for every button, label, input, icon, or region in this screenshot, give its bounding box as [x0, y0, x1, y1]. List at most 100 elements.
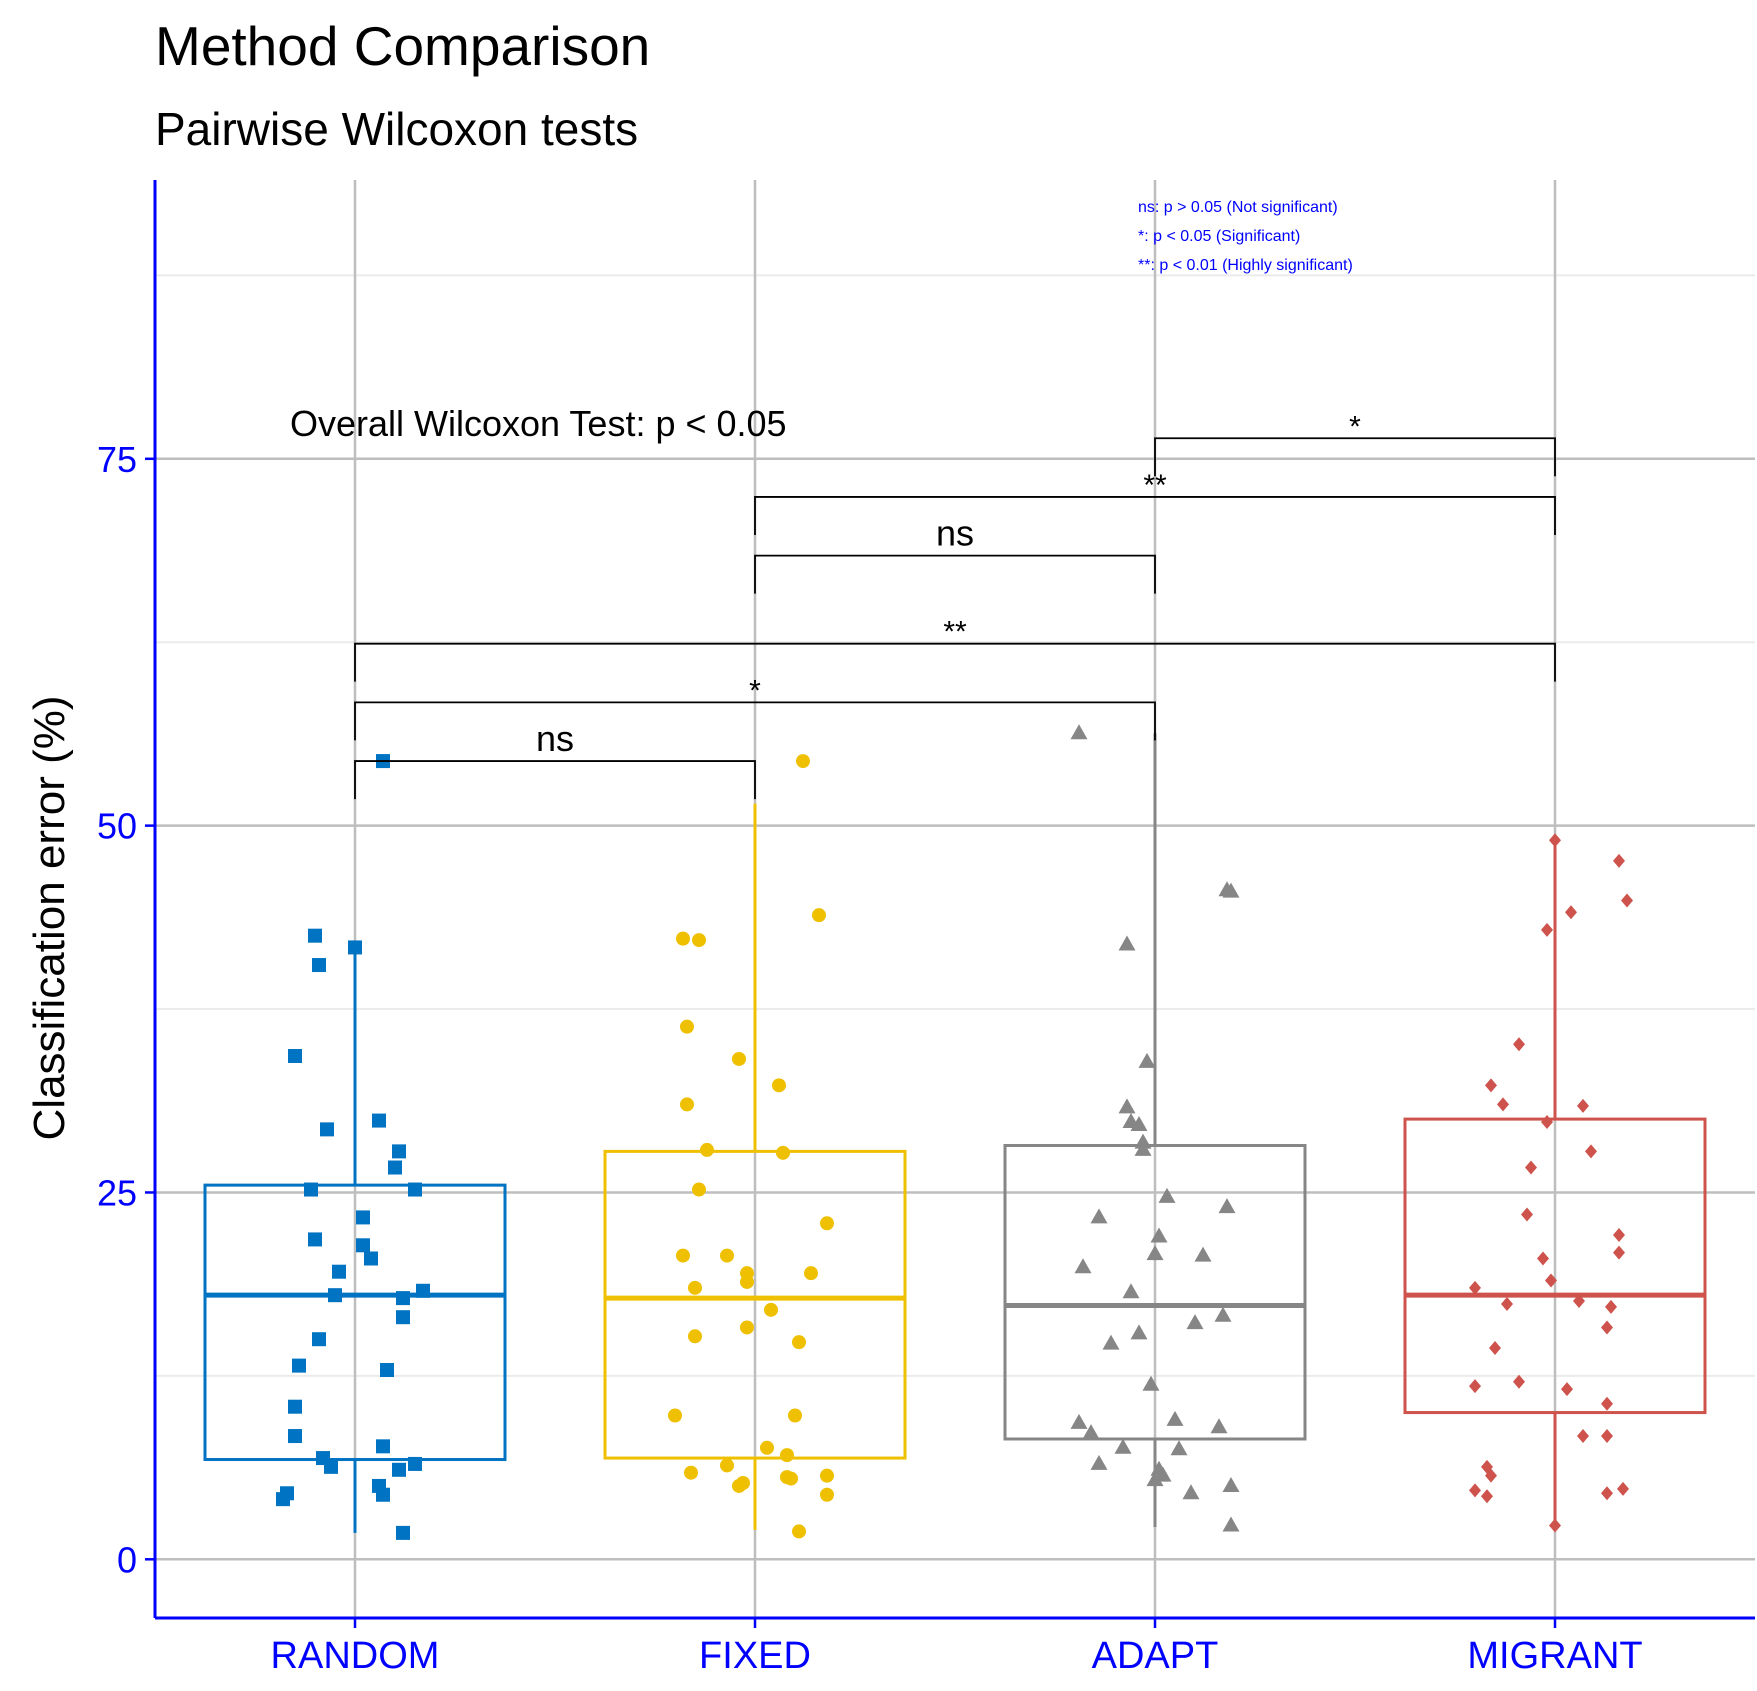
data-point [1601, 1396, 1613, 1411]
data-point [812, 908, 826, 923]
legend-note-single-star: *: p < 0.05 (Significant) [1138, 228, 1300, 245]
data-point [772, 1078, 786, 1093]
data-point [1541, 1115, 1553, 1130]
data-point [1214, 1306, 1232, 1322]
data-point [1134, 1140, 1152, 1156]
y-tick-label: 50 [97, 806, 137, 847]
data-point [1130, 1324, 1148, 1340]
data-point [692, 933, 706, 948]
data-point [1485, 1468, 1497, 1483]
data-point [1577, 1429, 1589, 1444]
data-point [720, 1248, 734, 1263]
points-migrant [1469, 833, 1633, 1533]
y-tick-label: 75 [97, 439, 137, 480]
data-point [668, 1408, 682, 1423]
x-tick-label: RANDOM [271, 1635, 440, 1677]
overall-test-annotation: Overall Wilcoxon Test: p < 0.05 [290, 403, 787, 444]
y-tick-label: 0 [117, 1539, 137, 1580]
chart-title: Method Comparison [155, 15, 650, 77]
data-point [380, 1363, 394, 1378]
data-point [396, 1291, 410, 1306]
data-point [784, 1471, 798, 1486]
legend-note-ns: ns: p > 0.05 (Not significant) [1138, 199, 1338, 216]
data-point [684, 1465, 698, 1480]
boxplot-adapt [1003, 733, 1307, 1528]
data-point [688, 1329, 702, 1344]
data-point [312, 1332, 326, 1347]
data-point [1142, 1375, 1160, 1391]
box-body [603, 1149, 907, 1460]
data-point [1601, 1486, 1613, 1501]
data-point [1501, 1296, 1513, 1311]
data-point [396, 1525, 410, 1540]
data-point [732, 1478, 746, 1493]
data-point [1497, 1097, 1509, 1112]
x-tick-label: FIXED [699, 1635, 811, 1677]
data-point [1158, 1187, 1176, 1203]
data-point [356, 1210, 370, 1225]
data-point [416, 1283, 430, 1298]
data-point [1469, 1379, 1481, 1394]
data-point [348, 940, 362, 955]
data-point [1182, 1484, 1200, 1500]
bracket-label: ** [1143, 469, 1167, 502]
x-tick-label: ADAPT [1092, 1635, 1219, 1677]
bracket-random-fixed: ns [354, 718, 756, 800]
data-point [1549, 1518, 1561, 1533]
data-point [1130, 1115, 1148, 1131]
data-point [292, 1358, 306, 1373]
points-fixed [668, 754, 834, 1539]
data-point [1573, 1294, 1585, 1309]
data-point [780, 1448, 794, 1463]
data-point [680, 1019, 694, 1034]
data-point [1613, 1228, 1625, 1243]
data-point [1090, 1454, 1108, 1470]
data-point [1469, 1483, 1481, 1498]
axes: 0 25 50 75 RANDOM FIXED ADAPT MIGRANT [97, 180, 1755, 1677]
data-point [1513, 1374, 1525, 1389]
bracket-line [754, 554, 1156, 594]
data-point [1102, 1334, 1120, 1350]
box-body [1403, 1117, 1707, 1415]
data-point [376, 1439, 390, 1454]
data-point [276, 1492, 290, 1507]
data-point [720, 1458, 734, 1473]
data-point [288, 1399, 302, 1414]
data-point [788, 1408, 802, 1423]
bracket-line [354, 642, 1556, 682]
data-point [1513, 1037, 1525, 1052]
data-point [1146, 1245, 1164, 1261]
y-axis-label: Classification error (%) [25, 696, 74, 1141]
bracket-label: ns [536, 718, 574, 759]
data-point [700, 1142, 714, 1157]
data-point [392, 1144, 406, 1159]
bracket-label: ** [943, 616, 967, 649]
data-point [1210, 1418, 1228, 1434]
data-point [740, 1274, 754, 1289]
data-point [1537, 1251, 1549, 1266]
data-point [676, 931, 690, 946]
grid [155, 180, 1755, 1618]
data-point [1565, 905, 1577, 920]
comparison-brackets: ns***ns*** [354, 410, 1556, 800]
bracket-label: * [749, 674, 761, 707]
data-point [1601, 1429, 1613, 1444]
data-point [356, 1238, 370, 1253]
data-point [1082, 1424, 1100, 1440]
data-point [1601, 1320, 1613, 1335]
data-point [1561, 1382, 1573, 1397]
data-point [1222, 1516, 1240, 1532]
bracket-line [1154, 437, 1556, 477]
data-point [1222, 1476, 1240, 1492]
data-point [392, 1462, 406, 1477]
bracket-fixed-adapt: ns [754, 513, 1156, 594]
data-point [1070, 1413, 1088, 1429]
y-tick-label: 25 [97, 1172, 137, 1213]
data-point [304, 1182, 318, 1197]
data-point [1186, 1314, 1204, 1330]
data-point [804, 1266, 818, 1281]
data-point [676, 1248, 690, 1263]
points-random [276, 754, 430, 1540]
points-adapt [1070, 724, 1240, 1532]
bracket-label: * [1349, 410, 1361, 443]
